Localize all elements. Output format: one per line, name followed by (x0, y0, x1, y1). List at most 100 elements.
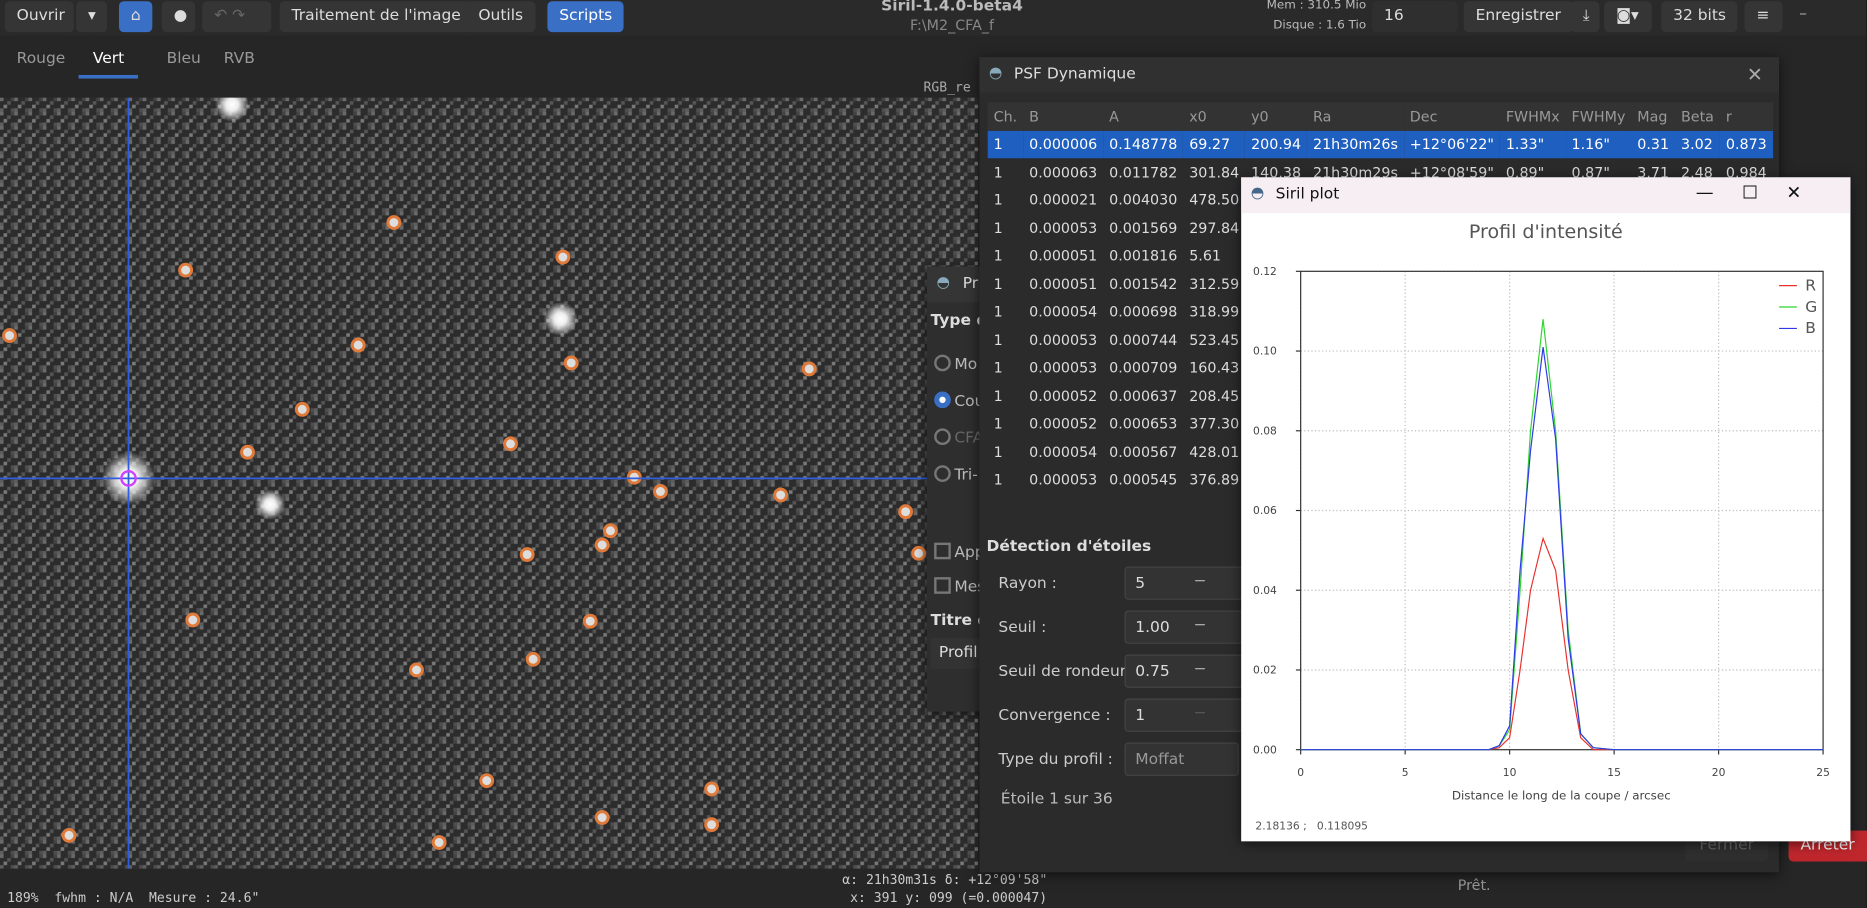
table-cell: 1 (993, 219, 1003, 237)
legend-label: R (1805, 276, 1816, 294)
field-label: Rayon : (998, 574, 1057, 593)
scripts-menu[interactable]: Scripts (547, 1, 625, 33)
radio (934, 428, 951, 446)
undo-redo[interactable]: ↶ ↷ (202, 1, 272, 33)
psf-title: PSF Dynamique (1013, 65, 1136, 84)
table-cell: 0.984 (1725, 163, 1767, 181)
table-cell: 1.16" (1571, 135, 1610, 153)
table-cell: 0.000567 (1109, 443, 1178, 461)
table-cell: 0.000053 (1029, 331, 1098, 349)
cursor-readout: 2.18136 ; 0.118095 (1255, 819, 1368, 832)
channel-tab[interactable]: Rouge (16, 49, 66, 68)
table-cell: 3.71 (1637, 163, 1670, 181)
radio-option[interactable]: Tri- (934, 465, 978, 484)
star-marker (519, 547, 535, 562)
spin-buttons[interactable]: − (1193, 660, 1207, 679)
bits-menu[interactable]: 32 bits (1661, 1, 1738, 33)
open-menu[interactable]: ▾ (76, 1, 108, 33)
home-button[interactable]: ⌂ (119, 1, 153, 33)
record-button[interactable]: ● (161, 1, 196, 33)
field-input[interactable]: 1.00 (1124, 610, 1244, 644)
table-row[interactable]: 1 0.000006 0.148778 69.27 200.94 21h30m26s +12… (987, 130, 1773, 159)
plot-titlebar: ◓ Siril plot — ☐ ✕ (1241, 177, 1851, 214)
window-buttons[interactable]: — ☐ ✕ (1695, 182, 1802, 204)
table-cell: 1 (993, 331, 1003, 349)
x-tick-label: 25 (1816, 766, 1830, 779)
table-cell: 318.99 (1189, 303, 1240, 321)
star-marker (603, 523, 618, 539)
threads-input[interactable]: 16 (1372, 1, 1458, 33)
radio-option[interactable]: Cou (934, 391, 984, 411)
open-button[interactable]: Ouvrir (4, 1, 74, 33)
tools-menu[interactable]: Outils (466, 1, 535, 33)
field-label: Type du profil : (998, 750, 1113, 769)
table-cell: 1 (993, 247, 1003, 265)
table-cell: 1 (993, 303, 1003, 321)
table-cell: 428.01 (1189, 443, 1240, 461)
spin-buttons[interactable]: − (1193, 616, 1207, 635)
table-cell: 0.000053 (1029, 359, 1098, 377)
channel-tab[interactable]: RVB (223, 49, 255, 68)
table-cell: +12°06'22" (1409, 135, 1494, 153)
radio-option[interactable]: Mo (934, 354, 977, 374)
table-cell: 0.000006 (1029, 135, 1098, 153)
radio-option[interactable]: CFA (934, 428, 983, 447)
radio (934, 465, 951, 482)
checkbox-option[interactable]: Mes (934, 577, 985, 596)
star-marker (898, 504, 914, 520)
snapshot-button[interactable]: ◙▾ (1604, 1, 1652, 33)
checkbox-option[interactable]: App (934, 542, 985, 562)
header: Ouvrir ▾ ⌂ ● ↶ ↷ Traitement de l'image O… (0, 0, 1866, 36)
star-marker (350, 337, 366, 353)
spin-buttons[interactable]: − (1193, 704, 1207, 723)
window-controls[interactable]: – (1799, 4, 1847, 23)
icon: ◓ (1250, 184, 1265, 203)
export-button[interactable]: ⤓ (1570, 1, 1600, 33)
psf-close[interactable]: ✕ (1746, 63, 1763, 86)
table-cell: 312.59 (1189, 275, 1240, 293)
star-marker (594, 537, 610, 553)
table-row[interactable]: 1 0.000063 0.011782 301.84 140.38 21h30m29s +1… (988, 158, 1773, 186)
radio (934, 391, 951, 409)
table-cell: 1.33" (1505, 135, 1545, 153)
table-cell: 0.148778 (1109, 135, 1178, 153)
field-value: 1.00 (1135, 618, 1170, 637)
column-header: Ch. (987, 102, 1024, 131)
star (543, 301, 578, 337)
table-cell: 0.000709 (1109, 359, 1178, 377)
processing-menu[interactable]: Traitement de l'image (279, 1, 473, 33)
field-input[interactable]: Moffat (1124, 742, 1239, 776)
x-tick-label: 20 (1712, 766, 1726, 779)
table-cell: 0.000052 (1029, 387, 1098, 405)
channel-tab[interactable]: Bleu (166, 49, 201, 68)
checkbox (934, 577, 951, 594)
field-input[interactable]: 1 (1124, 698, 1244, 732)
star-marker (594, 810, 610, 825)
column-header: Mag (1631, 102, 1676, 131)
table-cell: 200.94 (1251, 135, 1302, 153)
field-input[interactable]: 5 (1124, 566, 1244, 600)
star-marker (582, 613, 598, 629)
main-menu[interactable]: ≡ (1744, 1, 1783, 33)
table-cell: 0.001542 (1109, 275, 1178, 293)
table-cell: 0.873 (1725, 135, 1767, 153)
save-button[interactable]: Enregistrer (1463, 1, 1573, 33)
field-value: Moffat (1135, 750, 1185, 769)
column-header: A (1103, 102, 1184, 131)
star-marker (525, 651, 541, 667)
star-marker (911, 545, 927, 561)
memory: Mem : 310.5 Mio (1266, 0, 1367, 12)
field-input[interactable]: 0.75 (1124, 654, 1244, 688)
channel-tab[interactable]: Vert (78, 50, 139, 79)
x-axis-label: Distance le long de la coupe / arcsec (1452, 789, 1671, 803)
image-view (0, 97, 979, 869)
field-label: Seuil de rondeur : (998, 662, 1137, 681)
table-cell: 1 (993, 387, 1003, 405)
spin-buttons[interactable]: − (1193, 572, 1207, 591)
y-tick-label: 0.08 (1253, 424, 1277, 437)
table-cell: 1 (993, 471, 1003, 489)
